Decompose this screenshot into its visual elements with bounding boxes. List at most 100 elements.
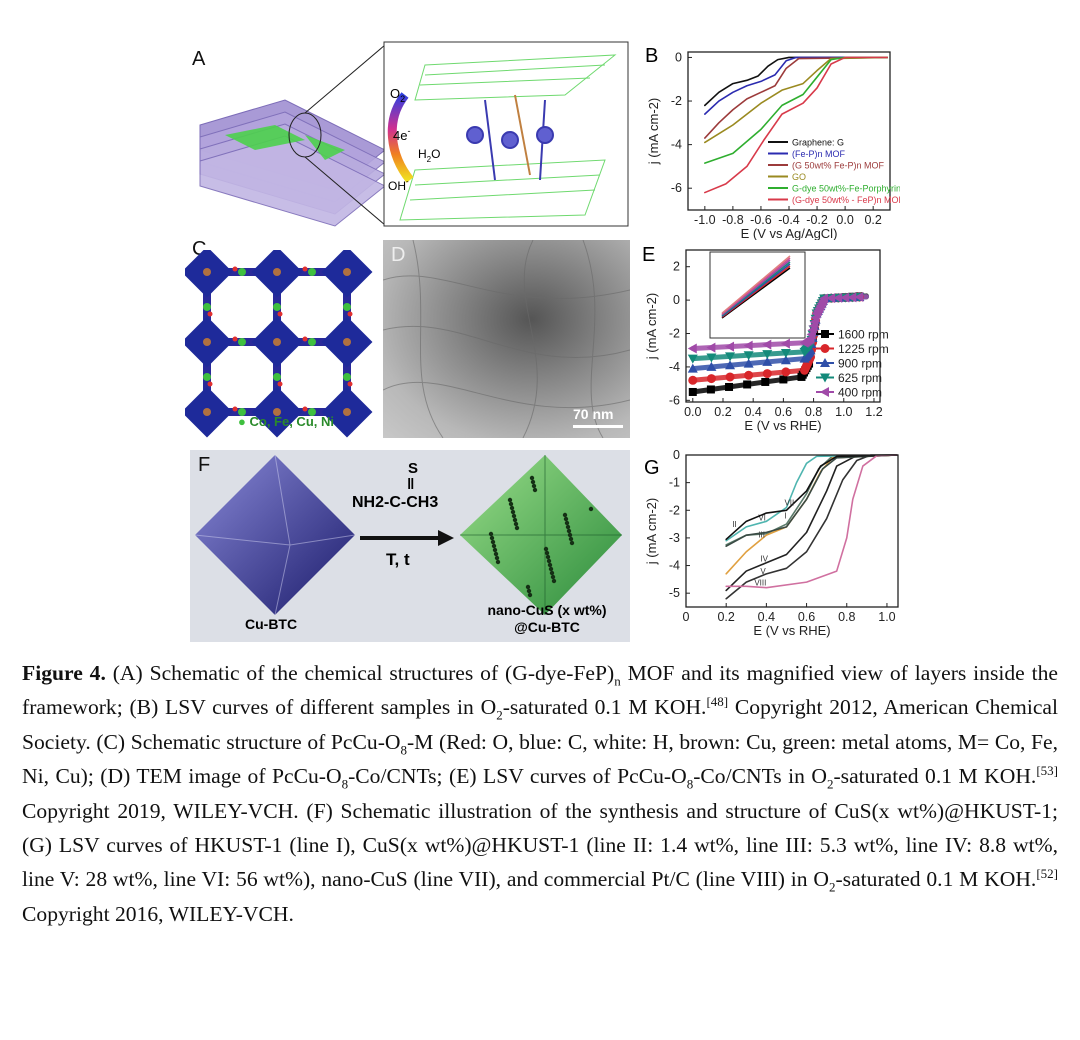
x-tick-label: 0 [683,610,690,624]
series--g-50wt-fe-p-n-mof [704,56,888,139]
cus-nanoparticle [588,506,594,512]
metal-atom [238,408,246,416]
series-line [725,454,898,541]
series-v: V [725,454,898,600]
x-axis-label: E (V vs RHE) [753,623,830,638]
triangle-up-marker [780,355,791,365]
triangle-left-marker [854,292,864,303]
y-axis-label: j (mA cm-2) [646,98,661,165]
cus-nanoparticle [546,558,552,564]
caption-reference: [52] [1036,866,1058,882]
triangle-up-marker [820,358,830,367]
green-dot-icon: ● [238,414,246,429]
cu-center [343,408,351,416]
y-tick-label: -2 [669,503,680,517]
triangle-left-marker [687,343,697,354]
panel-e-lsv-chart: E 0.0 0.2 0.4 0.6 0.8 1.0 1.2 2 0 -2 -4 -6 E (V vs RH… [642,244,889,433]
triangle-down-marker [820,373,830,383]
tem-image: D 70 nm [383,240,630,438]
scale-bar [573,425,623,428]
y-tick-label: -4 [671,138,682,152]
y-tick-label: -6 [671,181,682,195]
y-axis-label: j (mA cm-2) [644,498,659,565]
panel-d-label: D [391,244,406,266]
series-viii: VIII [725,454,898,589]
series-line [704,56,888,164]
cus-nanoparticle [514,525,520,531]
cu-center [203,338,211,346]
x-tick-label: 0.8 [838,610,855,624]
x-axis-label: E (V vs RHE) [744,418,821,433]
oxygen-atom [232,336,238,342]
oxygen-atom [277,311,283,317]
panel-f-label: F [198,454,211,476]
nano-cus-octahedron [460,455,622,615]
reagent-formula: NH2-C-CH3 [352,494,439,511]
cus-nanoparticle [526,588,532,594]
series-iv: IV [725,454,898,592]
triangle-down-marker [743,351,754,361]
square-marker [821,330,829,338]
panel-a-schematic: O2 4e- H2O OH- [199,41,629,227]
panel-b-lsv-chart: B -1.0 -0.8 -0.6 -0.4 -0.2 0.0 0.2 0 -2 -4 -6 E (V v… [645,45,900,240]
double-bond-mark: ‖ [407,476,415,493]
caption-text: -M (Red: O, blue: C, white: H, brown: Cu… [22,729,1058,789]
cus-nanoparticle [493,551,499,557]
circle-marker [820,344,830,353]
series-go [704,56,888,144]
cu-center [273,408,281,416]
y-tick-label: -4 [669,559,680,573]
cu-center [273,338,281,346]
caption-reference: [48] [706,694,729,710]
cus-nanoparticle [494,555,500,561]
cus-nanoparticle [530,479,536,485]
inset-fit-line [721,263,791,317]
y-tick-label: -1 [669,476,680,490]
circle-marker [744,370,754,380]
cus-nanoparticle [547,562,553,568]
series-line [704,56,888,194]
series-label: I [784,512,786,521]
caption-subscript: 8 [341,776,349,792]
reaction-arrow-icon [387,92,414,183]
caption-figure-number: Figure 4. [22,661,106,685]
triangle-left-marker [826,293,836,304]
y-tick-label: -6 [669,393,680,407]
legend-label: (G-dye 50wt% - FeP)n MOF [792,195,900,205]
metal-atom [238,268,246,276]
series-i: I [725,454,898,542]
metal-atom [203,303,211,311]
cus-nanoparticle [543,546,549,552]
triangle-down-marker [706,353,717,363]
panel-label: G [644,457,660,479]
inset-fit-line [721,267,791,319]
legend-label: Graphene: G [792,138,844,148]
nano-cus-label-line1: nano-CuS (x wt%) [487,602,607,618]
cu-btc-octahedron [194,454,356,616]
series-line [725,454,898,592]
x-tick-label: 0.2 [717,610,734,624]
cus-nanoparticle [507,497,513,503]
series-line [704,56,888,107]
metal-atom [308,338,316,346]
y-axis-label: j (mA cm-2) [644,293,659,360]
y-tick-label: 0 [673,293,680,307]
x-tick-label: 0.8 [805,405,822,419]
x-tick-label: -0.2 [806,213,828,227]
y-tick-label: -5 [669,586,680,600]
x-tick-label: 0.6 [775,405,792,419]
nano-cus-label: nano-CuS (x wt%) @Cu-BTC [472,602,622,636]
panel-c-framework-structure [185,250,373,438]
triangle-left-marker [833,292,843,303]
oxygen-atom [302,336,308,342]
circle-marker [762,369,772,379]
x-tick-label: -1.0 [694,213,716,227]
x-tick-label: 0.4 [744,405,761,419]
cus-nanoparticle [509,505,515,511]
thioacetamide-s: S [408,460,419,477]
cus-nanoparticle [565,524,571,530]
caption-subscript: 8 [400,742,407,758]
panel-label: E [642,244,655,266]
legend-label: 1600 rpm [838,328,889,342]
panel-a-label: A [192,48,206,70]
